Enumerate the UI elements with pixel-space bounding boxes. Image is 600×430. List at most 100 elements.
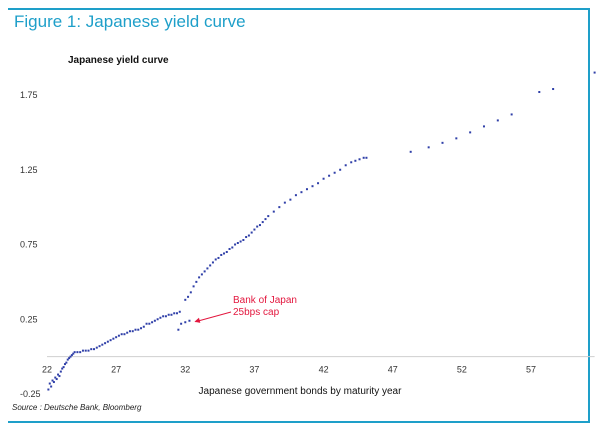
data-point — [73, 351, 76, 354]
data-point — [151, 321, 154, 324]
data-point — [187, 295, 190, 298]
data-point — [322, 177, 325, 180]
data-point — [231, 246, 234, 249]
data-point — [178, 310, 181, 313]
y-tick-label: -0.25 — [20, 389, 41, 399]
right-rule — [588, 8, 590, 423]
data-point — [593, 71, 596, 74]
data-point — [63, 363, 66, 366]
data-point — [247, 234, 250, 237]
data-point — [98, 345, 101, 348]
data-point — [278, 206, 281, 209]
data-point — [84, 349, 87, 352]
data-point — [267, 215, 270, 218]
data-point — [264, 218, 267, 221]
data-point — [198, 276, 201, 279]
x-axis-title: Japanese government bonds by maturity ye… — [199, 386, 403, 397]
data-point — [223, 252, 226, 255]
data-point — [47, 388, 50, 391]
data-point — [61, 367, 64, 370]
data-point — [142, 325, 145, 328]
x-tick-label: 37 — [249, 365, 259, 375]
x-tick-label: 22 — [42, 365, 52, 375]
data-point — [250, 231, 253, 234]
data-point — [344, 164, 347, 167]
data-point — [112, 337, 115, 340]
data-point — [239, 240, 242, 243]
data-point — [211, 261, 214, 264]
data-point — [167, 313, 170, 316]
x-tick-label: 57 — [526, 365, 536, 375]
data-point — [409, 150, 412, 153]
data-point — [79, 351, 82, 354]
figure-title: Figure 1: Japanese yield curve — [14, 12, 246, 31]
data-point — [300, 191, 303, 194]
data-point — [95, 346, 98, 349]
y-tick-label: 0.75 — [20, 240, 38, 250]
data-point — [148, 322, 151, 325]
x-tick-label: 52 — [457, 365, 467, 375]
data-point — [93, 348, 96, 351]
data-point — [258, 224, 261, 227]
data-point — [90, 348, 93, 351]
data-point — [140, 327, 143, 330]
data-point — [153, 319, 156, 322]
data-point — [87, 349, 90, 352]
data-point — [362, 156, 365, 159]
data-point — [72, 352, 75, 355]
data-point — [358, 158, 361, 161]
data-point — [538, 91, 541, 94]
data-point — [117, 334, 120, 337]
data-point — [441, 141, 444, 144]
data-point — [76, 351, 79, 354]
data-point — [305, 188, 308, 191]
data-point — [200, 273, 203, 276]
data-point — [48, 382, 51, 385]
data-point — [328, 174, 331, 177]
data-point — [294, 194, 297, 197]
data-point — [203, 270, 206, 273]
data-point — [52, 381, 55, 384]
data-point — [128, 330, 131, 333]
data-point — [283, 201, 286, 204]
data-point — [496, 119, 499, 122]
data-point — [427, 146, 430, 149]
x-tick-label: 47 — [388, 365, 398, 375]
data-point — [68, 357, 71, 360]
annotation-text: Bank of Japan — [233, 295, 297, 306]
x-tick-label: 32 — [180, 365, 190, 375]
x-tick-label: 27 — [111, 365, 121, 375]
top-rule — [8, 8, 590, 10]
data-point — [311, 185, 314, 188]
y-tick-label: 1.25 — [20, 165, 38, 175]
data-point — [510, 113, 513, 116]
data-point — [455, 137, 458, 140]
data-point — [69, 355, 72, 358]
data-point — [184, 298, 187, 301]
data-point — [234, 243, 237, 246]
data-point — [225, 250, 228, 253]
chart-title: Japanese yield curve — [68, 55, 169, 66]
data-point — [188, 319, 191, 322]
data-point — [272, 210, 275, 213]
data-point — [189, 291, 192, 294]
data-point — [50, 385, 53, 388]
data-point — [333, 171, 336, 174]
data-point — [156, 318, 159, 321]
data-point — [482, 125, 485, 128]
data-point — [184, 321, 187, 324]
data-point — [256, 225, 259, 228]
data-point — [177, 328, 180, 331]
data-point — [81, 349, 84, 352]
data-point — [350, 161, 353, 164]
data-point — [70, 354, 73, 357]
data-point — [109, 339, 112, 342]
data-point — [469, 131, 472, 134]
data-point — [126, 331, 129, 334]
data-point — [137, 328, 140, 331]
data-point — [131, 330, 134, 333]
data-point — [180, 322, 183, 325]
annotation-arrowhead — [194, 317, 201, 323]
data-point — [62, 366, 65, 369]
